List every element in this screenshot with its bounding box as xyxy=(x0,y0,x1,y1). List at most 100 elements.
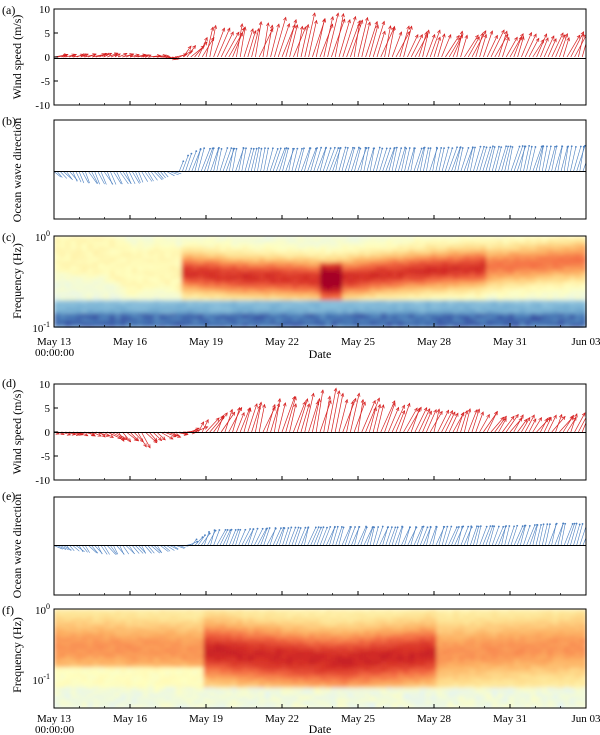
spectrogram-cell xyxy=(353,305,360,309)
wave-vector xyxy=(100,171,107,185)
spectrogram-cell xyxy=(369,297,377,301)
spectrogram-cell xyxy=(59,310,66,315)
spectrogram-cell xyxy=(126,244,133,248)
spectrogram-cell xyxy=(408,305,415,309)
spectrogram-cell xyxy=(369,305,377,309)
spectrogram-cell xyxy=(59,244,66,248)
spectrogram-cell xyxy=(225,278,232,283)
spectrogram-cell xyxy=(320,262,327,267)
spectrogram-cell xyxy=(198,308,205,312)
spectrogram-cell xyxy=(203,302,210,307)
spectrogram-cell xyxy=(242,252,249,256)
spectrogram-cell xyxy=(59,241,66,245)
spectrogram-cell xyxy=(209,294,216,299)
spectrogram-cell xyxy=(131,321,138,325)
spectrogram-cell xyxy=(126,300,133,304)
spectrogram-cell xyxy=(92,252,99,256)
spectrogram-cell xyxy=(292,297,299,301)
spectrogram-cell xyxy=(164,265,171,269)
spectrogram-cell xyxy=(259,276,266,280)
wave-arrowhead xyxy=(578,523,581,526)
spectrogram-cell xyxy=(441,294,449,299)
spectrogram-cell xyxy=(286,238,293,242)
wave-arrowhead xyxy=(386,526,389,529)
spectrogram-cell xyxy=(392,241,399,245)
xtick-label: May 13 xyxy=(37,336,71,348)
wind-arrowhead xyxy=(213,24,217,30)
spectrogram-cell xyxy=(192,268,199,272)
spectrogram-cell xyxy=(320,273,327,277)
spectrogram-cell xyxy=(508,246,515,250)
wave-arrowhead xyxy=(226,529,229,531)
wind-vector xyxy=(334,13,344,58)
spectrogram-cell xyxy=(198,241,205,245)
wave-vector xyxy=(160,171,166,179)
spectrogram-cell xyxy=(308,276,316,280)
ytick-label: -5 xyxy=(41,451,51,463)
spectrogram-cell xyxy=(530,252,537,256)
spectrogram-cell xyxy=(541,238,548,242)
wind-arrowhead xyxy=(336,390,341,395)
spectrogram-cell xyxy=(192,265,199,269)
wind-arrowhead xyxy=(258,20,263,26)
spectrogram-cell xyxy=(81,265,88,269)
spectrogram-cell xyxy=(563,254,570,259)
spectrogram-cell xyxy=(259,236,266,240)
spectrogram-cell xyxy=(574,324,582,328)
wave-vector xyxy=(203,148,213,172)
spectrogram-cell xyxy=(281,241,288,245)
spectrogram-cell xyxy=(530,310,537,315)
spectrogram-cell xyxy=(54,690,61,695)
spectrogram-cell xyxy=(231,318,238,323)
spectrogram-cell xyxy=(513,262,521,267)
wind-arrowhead xyxy=(574,413,578,418)
spectrogram-cell xyxy=(386,284,393,288)
spectrogram-cell xyxy=(103,236,111,240)
spectrogram-cell xyxy=(292,265,299,269)
spectrogram-cell xyxy=(270,257,277,261)
spectrogram-cell xyxy=(76,284,83,288)
spectrogram-cell xyxy=(430,246,437,250)
spectrogram-cell xyxy=(502,286,510,291)
wave-arrowhead xyxy=(359,147,362,150)
spectrogram-cell xyxy=(419,321,426,325)
spectrogram-cell xyxy=(303,286,310,291)
spectrogram-cell xyxy=(353,318,360,323)
spectrogram-cell xyxy=(131,294,138,299)
wave-vector xyxy=(366,526,374,546)
wave-vector xyxy=(325,526,336,546)
spectrogram-cell xyxy=(419,313,426,317)
spectrogram-cell xyxy=(358,294,365,299)
spectrogram-cell xyxy=(408,249,415,253)
spectrogram-cell xyxy=(103,262,111,267)
spectrogram-cell xyxy=(109,626,116,630)
wave-vector xyxy=(288,527,296,546)
spectrogram-cell xyxy=(259,278,266,283)
spectrogram-cell xyxy=(59,246,66,250)
spectrogram-cell xyxy=(70,670,77,674)
spectrogram-cell xyxy=(164,260,171,264)
spectrogram-cell xyxy=(475,292,482,296)
spectrogram-cell xyxy=(425,313,432,317)
wave-vector xyxy=(329,147,339,172)
spectrogram-cell xyxy=(81,623,88,628)
spectrogram-cell xyxy=(547,238,554,242)
spectrogram-cell xyxy=(430,262,437,267)
spectrogram-cell xyxy=(98,273,105,277)
spectrogram-cell xyxy=(220,244,227,248)
spectrogram-cell xyxy=(286,294,293,299)
spectrogram-cell xyxy=(325,257,332,261)
spectrogram-cell xyxy=(54,687,61,692)
panel-c: 100 10-1 xyxy=(32,229,587,335)
spectrogram-cell xyxy=(159,265,166,269)
spectrogram-cell xyxy=(175,244,183,248)
spectrogram-cell xyxy=(203,254,210,259)
spectrogram-cell xyxy=(220,238,227,242)
spectrogram-cell xyxy=(397,310,404,315)
wave-vector xyxy=(344,147,354,172)
wind-vector xyxy=(186,45,196,58)
spectrogram-cell xyxy=(336,278,343,283)
spectrogram-cell xyxy=(430,313,437,317)
wind-arrowhead xyxy=(204,426,209,430)
